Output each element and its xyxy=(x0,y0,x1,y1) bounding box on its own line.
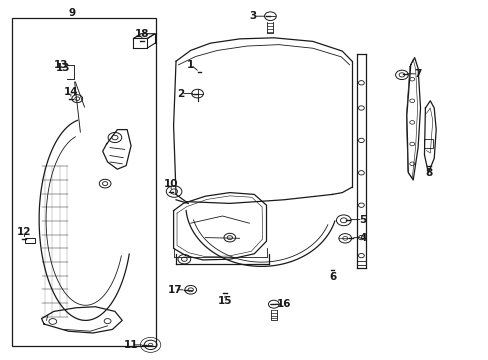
Text: 11: 11 xyxy=(123,340,138,350)
Text: 16: 16 xyxy=(276,299,290,309)
Bar xyxy=(25,238,35,243)
Bar xyxy=(12,18,156,346)
Text: 1: 1 xyxy=(187,60,194,70)
Text: 7: 7 xyxy=(413,69,421,79)
Text: 3: 3 xyxy=(249,11,256,21)
Text: 13: 13 xyxy=(54,60,68,70)
Text: 12: 12 xyxy=(17,227,32,237)
Text: 9: 9 xyxy=(69,8,76,18)
Text: 18: 18 xyxy=(134,29,149,39)
Text: 8: 8 xyxy=(425,168,432,178)
Text: 2: 2 xyxy=(177,89,184,99)
Text: 6: 6 xyxy=(328,272,335,282)
Text: 5: 5 xyxy=(359,215,366,225)
Text: 15: 15 xyxy=(217,296,232,306)
Text: 17: 17 xyxy=(167,285,182,295)
Text: 13: 13 xyxy=(55,63,70,73)
Text: 10: 10 xyxy=(163,179,178,189)
Text: 4: 4 xyxy=(358,233,366,243)
Bar xyxy=(424,139,432,148)
Text: 14: 14 xyxy=(63,87,78,97)
